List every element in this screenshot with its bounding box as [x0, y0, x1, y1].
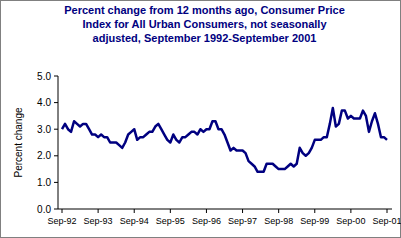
x-tick-label: Sep-01: [372, 216, 401, 226]
y-tick: [54, 129, 58, 130]
y-tick-label: 5.0: [37, 71, 51, 82]
cpi-line: [62, 108, 387, 172]
x-tick: [206, 209, 207, 213]
x-tick-label: Sep-92: [47, 216, 76, 226]
title-line: Index for All Urban Consumers, not seaso…: [82, 18, 327, 30]
y-tick-label: 3.0: [37, 124, 51, 135]
title-line: adjusted, September 1992-September 2001: [93, 32, 317, 44]
y-tick-label: 2.0: [37, 150, 51, 161]
y-tick-label: 0.0: [37, 204, 51, 215]
chart: Percent change from 12 months ago, Consu…: [0, 0, 401, 238]
x-axis: [58, 209, 392, 210]
x-tick: [242, 209, 243, 213]
y-tick-label: 4.0: [37, 97, 51, 108]
y-tick-label: 1.0: [37, 177, 51, 188]
x-tick: [62, 209, 63, 213]
y-tick: [54, 155, 58, 156]
x-tick-label: Sep-93: [84, 216, 113, 226]
y-axis-label: Percent change: [13, 107, 24, 177]
x-tick: [98, 209, 99, 213]
x-tick-label: Sep-95: [156, 216, 185, 226]
x-tick: [278, 209, 279, 213]
y-tick: [54, 182, 58, 183]
x-tick: [350, 209, 351, 213]
x-tick: [314, 209, 315, 213]
y-tick: [54, 209, 58, 210]
title-line: Percent change from 12 months ago, Consu…: [64, 4, 345, 16]
x-tick-label: Sep-97: [228, 216, 257, 226]
plot-area: [62, 108, 387, 172]
y-tick: [54, 76, 58, 77]
y-axis: [58, 76, 59, 209]
x-tick: [387, 209, 388, 213]
x-tick-label: Sep-00: [336, 216, 365, 226]
title: Percent change from 12 months ago, Consu…: [64, 4, 345, 44]
x-tick-label: Sep-98: [264, 216, 293, 226]
x-tick-label: Sep-99: [300, 216, 329, 226]
x-tick: [170, 209, 171, 213]
y-tick: [54, 102, 58, 103]
x-tick: [134, 209, 135, 213]
x-tick-label: Sep-96: [192, 216, 221, 226]
x-tick-label: Sep-94: [120, 216, 149, 226]
chart-frame: [1, 1, 401, 238]
